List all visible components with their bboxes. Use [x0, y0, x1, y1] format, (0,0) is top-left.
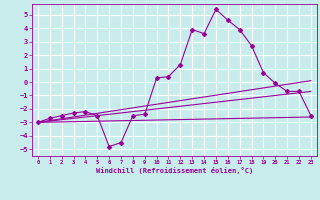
- X-axis label: Windchill (Refroidissement éolien,°C): Windchill (Refroidissement éolien,°C): [96, 167, 253, 174]
